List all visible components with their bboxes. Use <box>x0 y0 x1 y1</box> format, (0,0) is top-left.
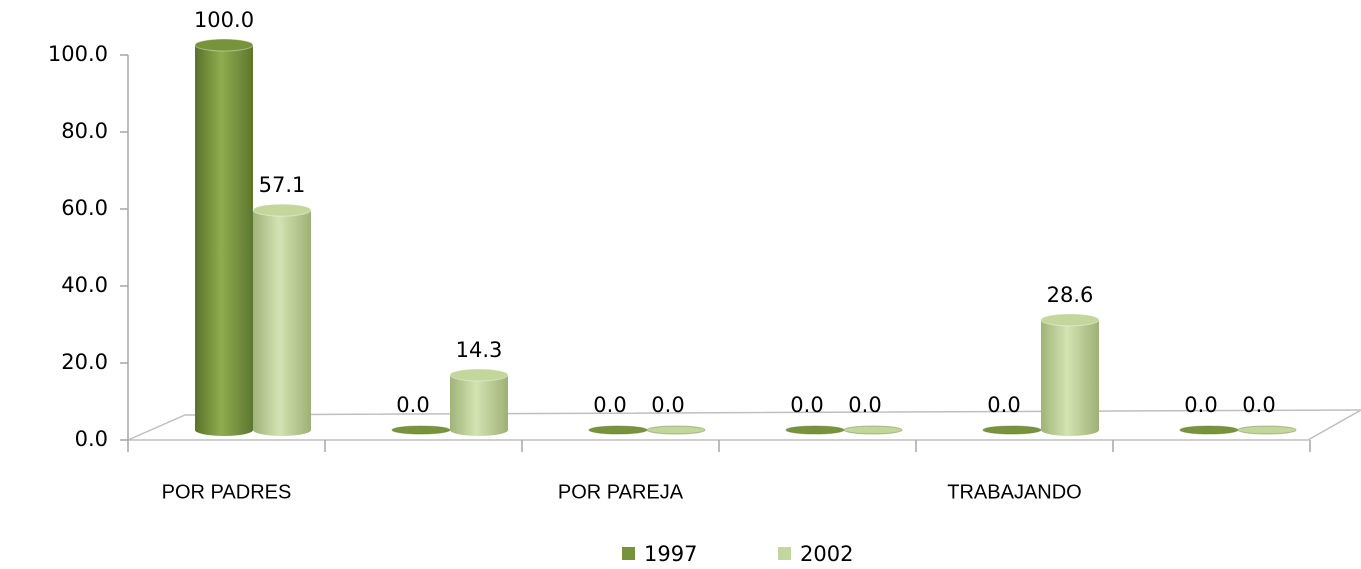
bar <box>1040 313 1100 436</box>
floor <box>127 409 1361 441</box>
value-label: 28.6 <box>1047 283 1094 307</box>
bar-body <box>1041 319 1099 430</box>
value-label: 0.0 <box>1242 393 1275 417</box>
value-label: 0.0 <box>593 393 626 417</box>
bar-disc <box>785 425 845 435</box>
bar-disc <box>391 425 451 435</box>
x-tick-label: POR PAREJA <box>558 481 684 503</box>
bar <box>391 425 451 435</box>
bar-disc <box>1237 425 1297 435</box>
y-tick-label: 80.0 <box>61 119 108 143</box>
y-tick-label: 20.0 <box>61 350 108 374</box>
legend-swatch <box>622 547 635 560</box>
y-tick-label: 60.0 <box>61 196 108 220</box>
bar-top <box>194 38 254 52</box>
bar-body <box>450 374 508 430</box>
bar <box>449 368 509 436</box>
bar-disc <box>588 425 648 435</box>
value-label: 0.0 <box>1184 393 1217 417</box>
value-label: 0.0 <box>987 393 1020 417</box>
bar <box>646 425 706 435</box>
bar <box>194 38 254 436</box>
y-tick-label: 40.0 <box>61 273 108 297</box>
legend-label: 1997 <box>644 542 697 566</box>
bar <box>982 425 1042 435</box>
bar-top <box>1040 313 1100 327</box>
bar-body <box>253 210 311 430</box>
bar-disc <box>1179 425 1239 435</box>
y-tick-label: 0.0 <box>75 427 108 451</box>
value-label: 0.0 <box>848 393 881 417</box>
value-label: 0.0 <box>651 393 684 417</box>
bar <box>588 425 648 435</box>
bar <box>785 425 845 435</box>
bar-top <box>449 368 509 382</box>
bar-top <box>252 203 312 217</box>
bar-disc <box>646 425 706 435</box>
bar-disc <box>982 425 1042 435</box>
value-label: 14.3 <box>456 338 503 362</box>
bar <box>843 425 903 435</box>
x-tick-label: POR PADRES <box>162 481 292 503</box>
bar-disc <box>843 425 903 435</box>
y-tick-label: 100.0 <box>48 42 108 66</box>
bar <box>1179 425 1239 435</box>
x-tick-label: TRABAJANDO <box>947 481 1081 503</box>
legend-label: 2002 <box>800 542 853 566</box>
value-label: 0.0 <box>790 393 823 417</box>
bar <box>252 203 312 436</box>
bar-body <box>195 45 253 430</box>
value-label: 100.0 <box>194 8 254 32</box>
value-label: 0.0 <box>396 393 429 417</box>
legend-swatch <box>778 547 791 560</box>
bar <box>1237 425 1297 435</box>
value-label: 57.1 <box>259 173 306 197</box>
